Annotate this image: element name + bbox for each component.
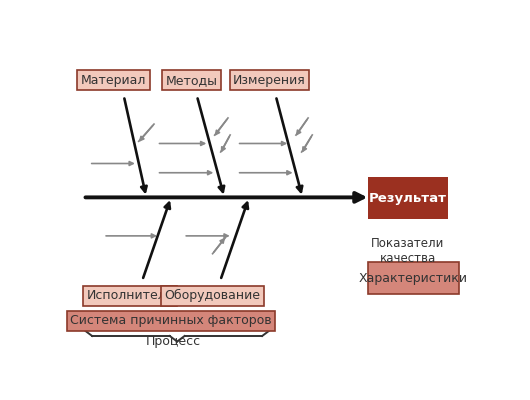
Text: Измерения: Измерения: [233, 74, 306, 87]
Text: Показатели
качества: Показатели качества: [372, 238, 445, 266]
Text: Оборудование: Оборудование: [164, 290, 260, 302]
Text: Исполнитель: Исполнитель: [86, 290, 173, 302]
Text: Система причинных факторов: Система причинных факторов: [70, 314, 272, 327]
Text: Методы: Методы: [165, 74, 217, 87]
FancyBboxPatch shape: [368, 177, 448, 219]
FancyBboxPatch shape: [368, 262, 458, 294]
Text: Процесс: Процесс: [145, 335, 201, 348]
Text: Характеристики: Характеристики: [359, 272, 468, 285]
Text: Материал: Материал: [81, 74, 146, 87]
Text: Результат: Результат: [369, 192, 447, 205]
